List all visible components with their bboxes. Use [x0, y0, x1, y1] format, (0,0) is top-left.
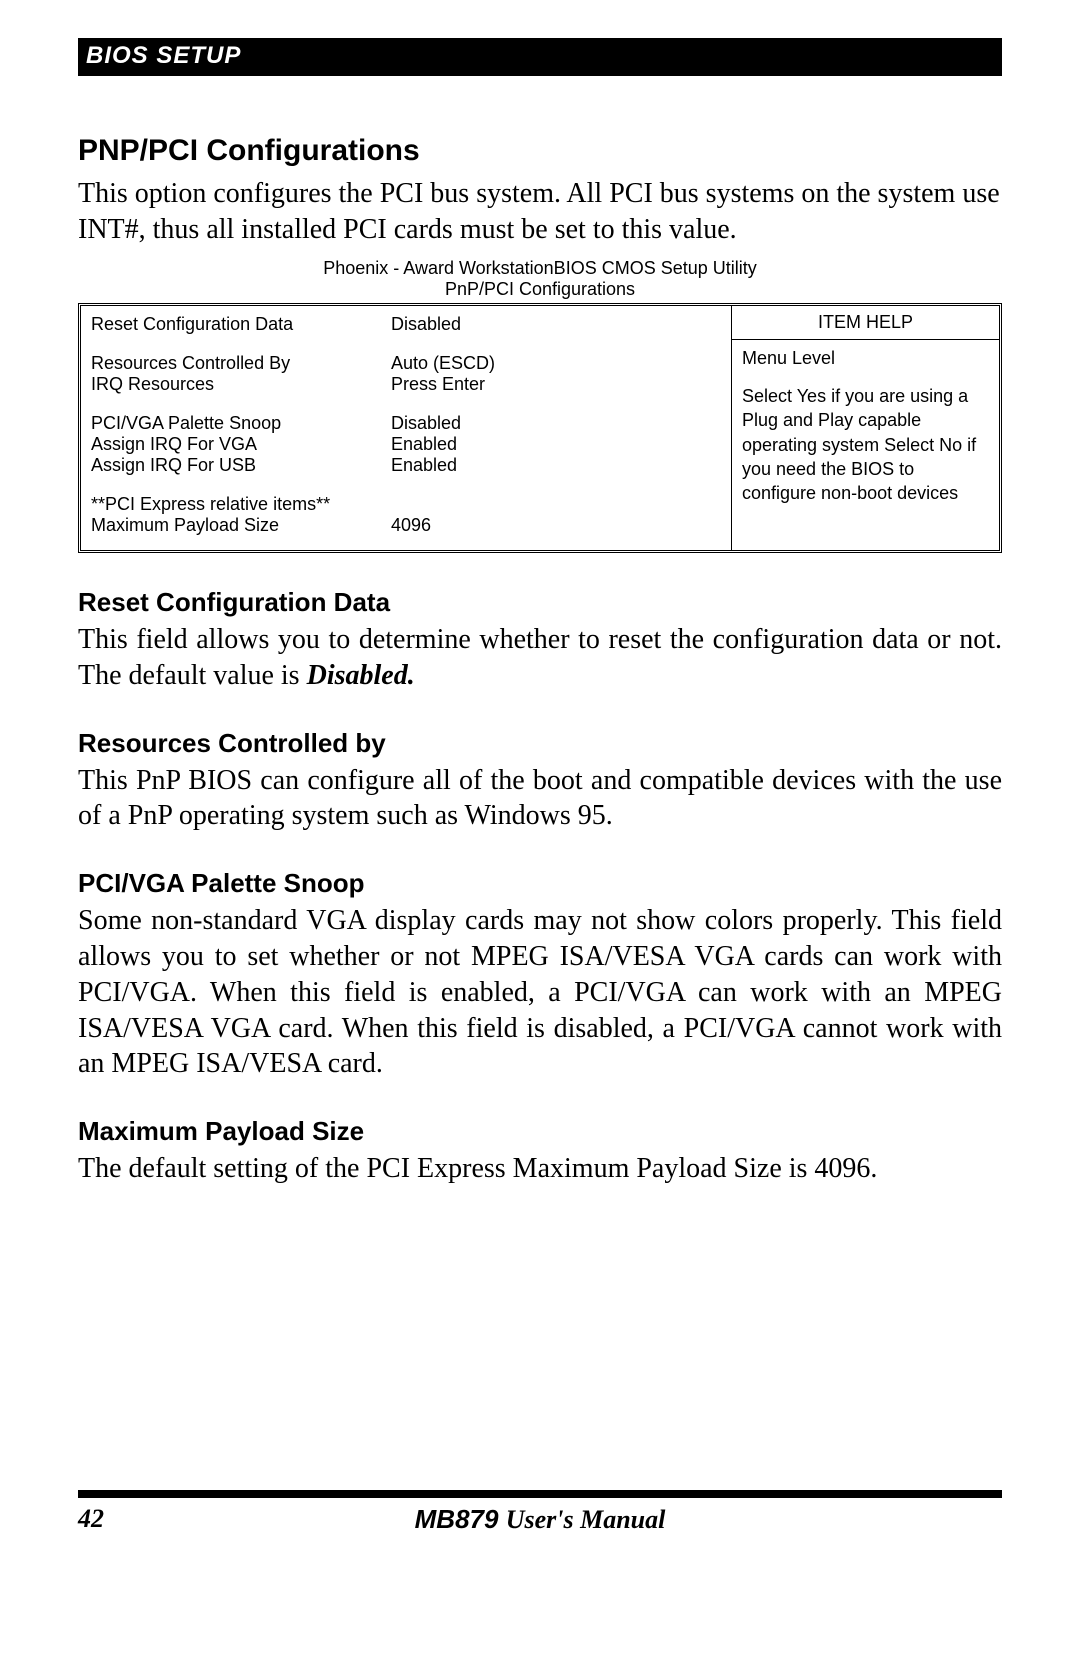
page-number: 42 [78, 1504, 338, 1535]
bios-left-panel: Reset Configuration Data Disabled Resour… [81, 306, 731, 550]
bios-key: **PCI Express relative items** [91, 494, 391, 515]
bios-value [391, 494, 721, 515]
content-area: PNP/PCI Configurations This option confi… [78, 76, 1002, 1187]
bios-value: Enabled [391, 434, 721, 455]
bios-value: Press Enter [391, 374, 721, 395]
bios-caption: Phoenix - Award WorkstationBIOS CMOS Set… [78, 258, 1002, 301]
section-paragraph: This PnP BIOS can configure all of the b… [78, 763, 1002, 835]
bios-caption-line1: Phoenix - Award WorkstationBIOS CMOS Set… [323, 258, 757, 278]
section-heading: Reset Configuration Data [78, 587, 1002, 618]
bios-row: PCI/VGA Palette Snoop Disabled [91, 413, 721, 434]
bios-key: Assign IRQ For VGA [91, 434, 391, 455]
section-heading: Maximum Payload Size [78, 1116, 1002, 1147]
manual-title: MB879 User's Manual [338, 1504, 742, 1535]
bios-row: Resources Controlled By Auto (ESCD) [91, 353, 721, 374]
bios-key: Maximum Payload Size [91, 515, 391, 536]
bios-key: Resources Controlled By [91, 353, 391, 374]
section-paragraph: Some non-standard VGA display cards may … [78, 903, 1002, 1082]
intro-paragraph: This option configures the PCI bus syste… [78, 176, 1002, 248]
bios-help-menu: Menu Level [742, 346, 989, 370]
chapter-title: BIOS SETUP [86, 42, 241, 69]
bios-value: Enabled [391, 455, 721, 476]
section-heading: PCI/VGA Palette Snoop [78, 868, 1002, 899]
bios-row: Reset Configuration Data Disabled [91, 314, 721, 335]
page-title: PNP/PCI Configurations [78, 134, 1002, 168]
bios-help-panel: ITEM HELP Menu Level Select Yes if you a… [731, 306, 999, 550]
footer-line: 42 MB879 User's Manual [78, 1504, 1002, 1535]
page-body: BIOS SETUP PNP/PCI Configurations This o… [78, 38, 1002, 1187]
bios-help-body: Menu Level Select Yes if you are using a… [732, 340, 999, 516]
bios-caption-line2: PnP/PCI Configurations [445, 279, 635, 299]
bios-help-text: Select Yes if you are using a Plug and P… [742, 384, 989, 505]
bios-key: Reset Configuration Data [91, 314, 391, 335]
bios-value: Disabled [391, 314, 721, 335]
bios-box: Reset Configuration Data Disabled Resour… [78, 303, 1002, 553]
bios-row: Assign IRQ For USB Enabled [91, 455, 721, 476]
chapter-header: BIOS SETUP [78, 38, 1002, 76]
footer-rule [78, 1490, 1002, 1498]
section-paragraph: The default setting of the PCI Express M… [78, 1151, 1002, 1187]
manual-model: MB879 [415, 1504, 506, 1534]
bios-value: Auto (ESCD) [391, 353, 721, 374]
manual-rest: User's Manual [506, 1505, 666, 1534]
section-paragraph: This field allows you to determine wheth… [78, 622, 1002, 694]
bios-row: **PCI Express relative items** [91, 494, 721, 515]
bios-help-title: ITEM HELP [732, 306, 999, 340]
footer-spacer [742, 1504, 1002, 1535]
bios-row: IRQ Resources Press Enter [91, 374, 721, 395]
bios-row: Assign IRQ For VGA Enabled [91, 434, 721, 455]
section-heading: Resources Controlled by [78, 728, 1002, 759]
section-em: Disabled. [307, 660, 415, 691]
section-text: This field allows you to determine wheth… [78, 624, 1002, 691]
bios-key: IRQ Resources [91, 374, 391, 395]
page-footer: 42 MB879 User's Manual [78, 1490, 1002, 1535]
bios-row: Maximum Payload Size 4096 [91, 515, 721, 536]
bios-key: Assign IRQ For USB [91, 455, 391, 476]
bios-key: PCI/VGA Palette Snoop [91, 413, 391, 434]
bios-value: Disabled [391, 413, 721, 434]
bios-value: 4096 [391, 515, 721, 536]
